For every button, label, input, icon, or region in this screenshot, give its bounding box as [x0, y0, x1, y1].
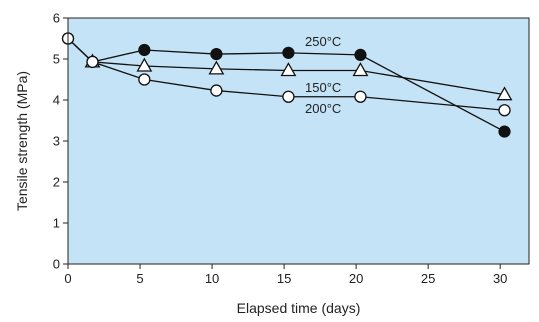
y-tick-label: 2: [53, 175, 60, 190]
x-tick-label: 0: [64, 271, 71, 286]
data-point: [354, 90, 367, 103]
data-point: [282, 90, 295, 103]
series-label-200c: 200°C: [305, 101, 341, 116]
series-line-1: [92, 61, 505, 96]
y-tick-label: 5: [53, 52, 60, 67]
x-tick-label: 30: [493, 271, 507, 286]
x-tick-label: 15: [277, 271, 291, 286]
axis-layer: 0 5 10 15 20 25 30 0 1 2 3 4 5 6: [53, 11, 530, 286]
data-point: [210, 47, 223, 61]
y-tick-label: 1: [53, 216, 60, 231]
x-tick-label: 10: [205, 271, 219, 286]
data-point: [208, 60, 225, 75]
y-tick-label: 4: [53, 93, 60, 108]
data-point: [496, 86, 513, 101]
data-point: [498, 125, 511, 138]
x-tick-label: 25: [421, 271, 435, 286]
y-tick-label: 3: [53, 134, 60, 149]
y-tick-label: 0: [53, 257, 60, 272]
series-label-250c: 250°C: [305, 34, 341, 49]
series-label-150c: 150°C: [305, 80, 341, 95]
data-point: [210, 84, 223, 97]
y-axis-title: Tensile strength (MPa): [14, 71, 30, 211]
data-point: [138, 73, 151, 86]
data-point: [86, 55, 99, 69]
data-point: [138, 43, 151, 57]
data-point: [352, 62, 369, 77]
data-point: [498, 104, 511, 117]
data-point: [282, 46, 295, 59]
x-tick-label: 20: [349, 271, 363, 286]
data-point: [136, 57, 153, 72]
y-tick-label: 6: [53, 11, 60, 26]
data-point: [280, 62, 297, 77]
x-tick-label: 5: [136, 271, 143, 286]
data-point: [354, 48, 367, 62]
plot-area: [68, 18, 529, 264]
x-axis-title: Elapsed time (days): [237, 300, 361, 316]
